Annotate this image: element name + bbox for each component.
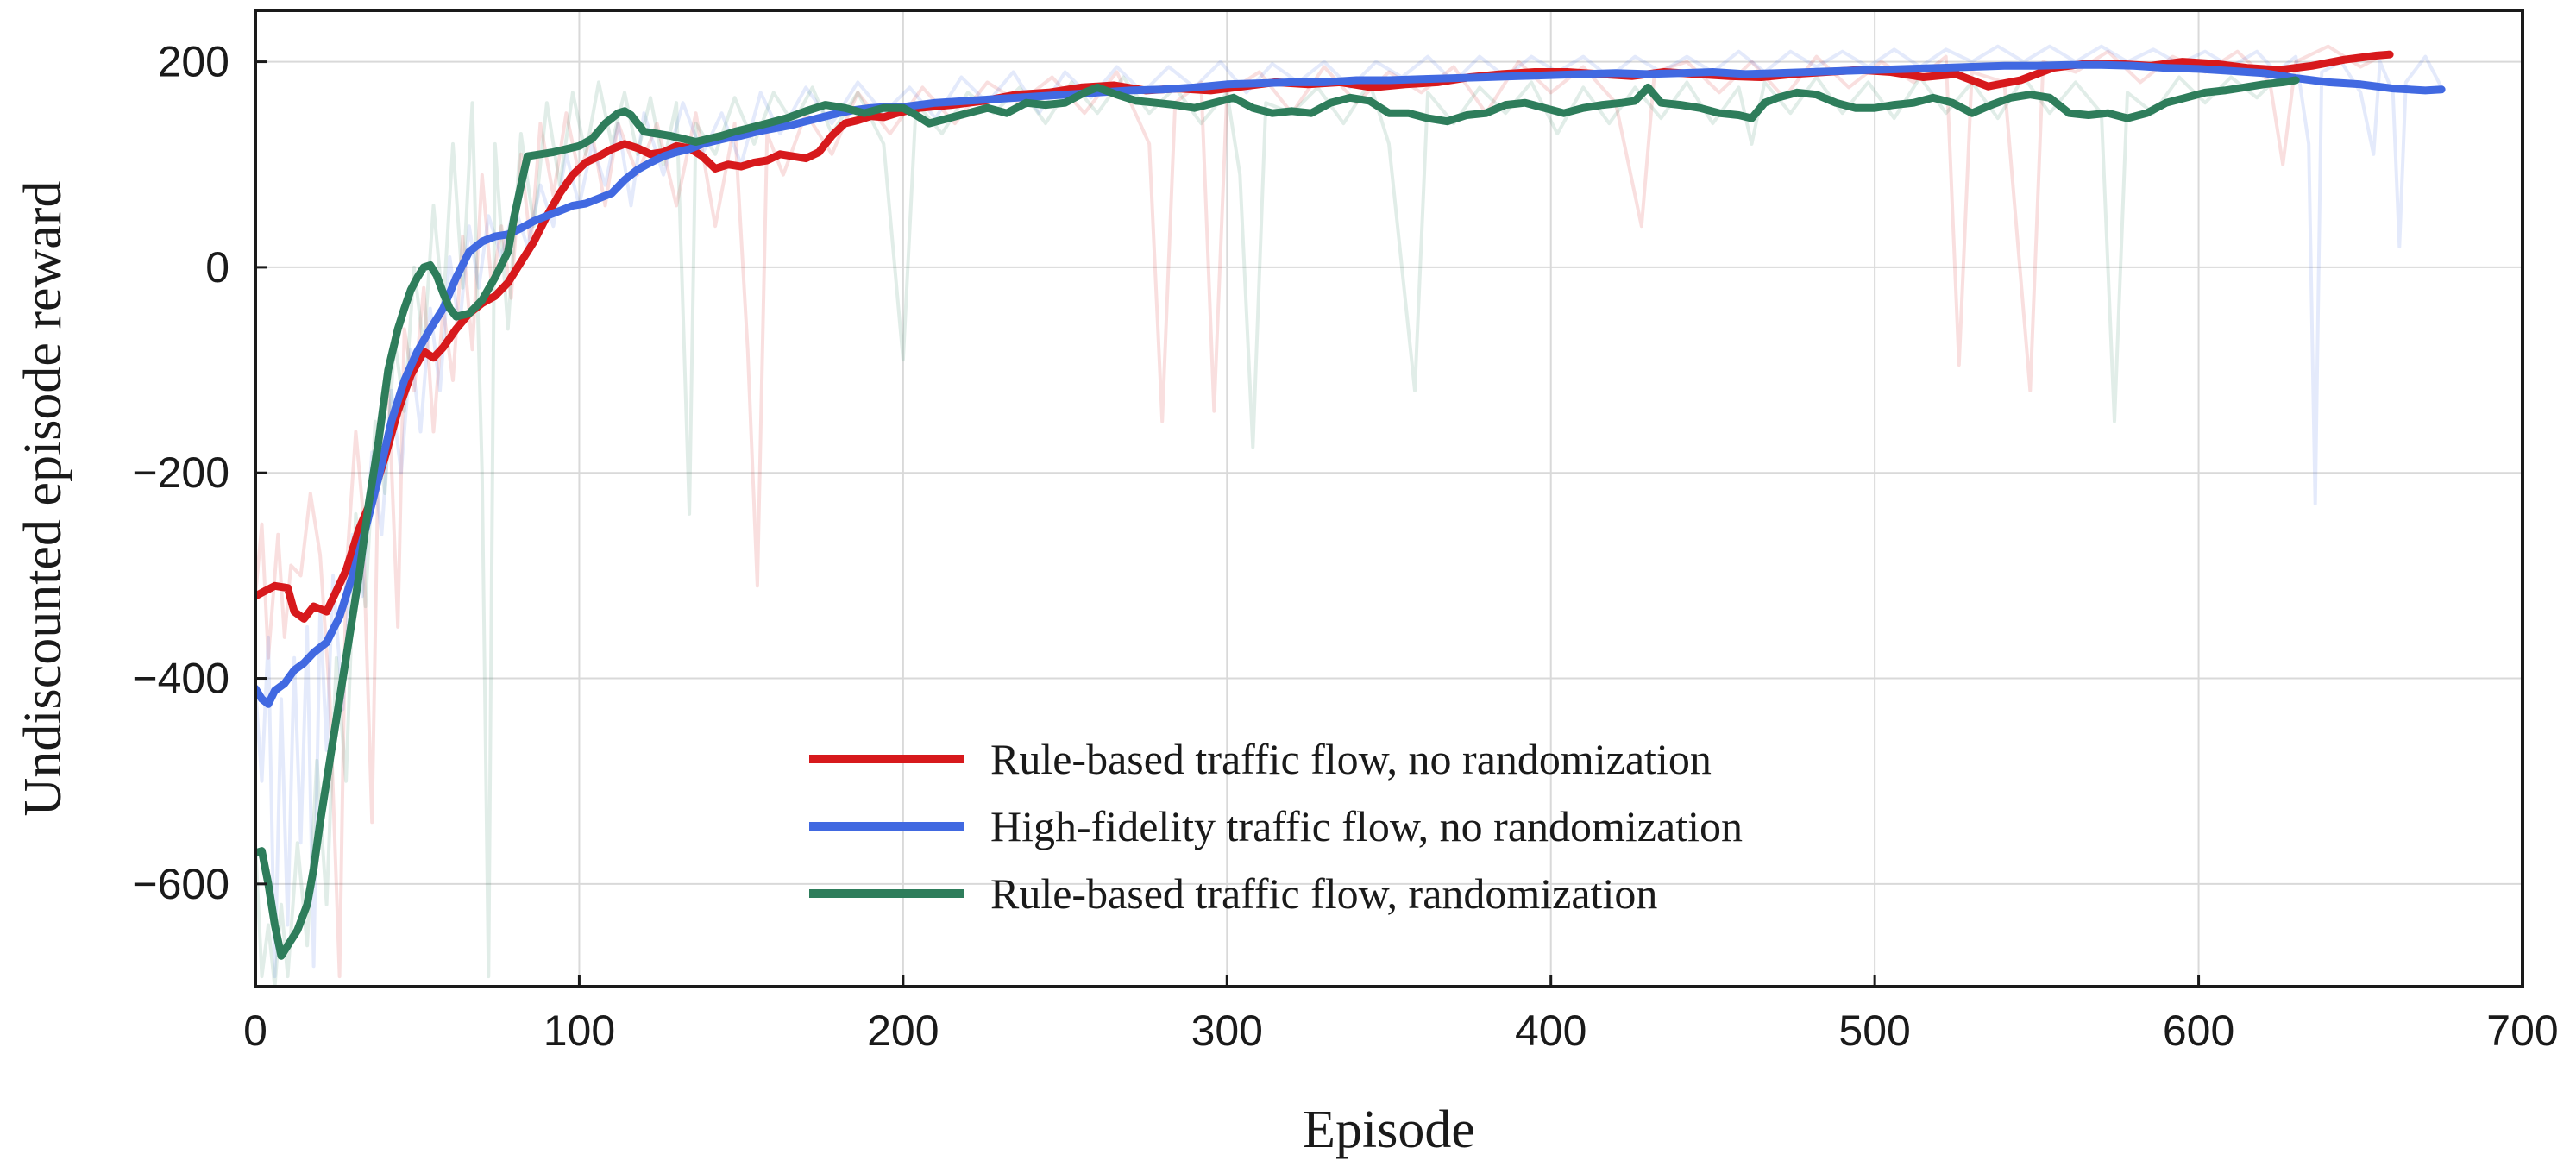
x-tick-label: 600 [2163,1007,2234,1055]
smoothed-line-rule-based-traffic-flow-randomization [255,76,2300,960]
y-axis-title: Undiscounted episode reward [14,181,72,817]
grid-lines [255,10,2523,987]
legend-label-rule-based-no-randomization: Rule-based traffic flow, no randomizatio… [990,735,1712,783]
legend-label-high-fidelity-no-randomization: High-fidelity traffic flow, no randomiza… [990,802,1743,850]
x-tick-label: 400 [1515,1007,1586,1055]
y-tick-label: 200 [158,38,229,86]
x-tick-label: 300 [1191,1007,1263,1055]
x-tick-label: 200 [867,1007,939,1055]
y-tick-label: 0 [205,243,229,292]
legend-label-rule-based-randomization: Rule-based traffic flow, randomization [990,869,1657,918]
y-tick-label: −400 [132,655,229,703]
y-tick-label: −600 [132,860,229,908]
y-tick-labels: −600 −400 −200 0 200 [132,38,229,908]
x-tick-label: 700 [2486,1007,2558,1055]
axis-ticks [254,60,2524,987]
x-tick-label: 500 [1838,1007,1910,1055]
x-tick-labels: 0 100 200 300 400 500 600 700 [243,1007,2559,1055]
legend: Rule-based traffic flow, no randomizatio… [809,735,1743,918]
x-tick-label: 0 [243,1007,267,1055]
x-tick-label: 100 [543,1007,615,1055]
y-tick-label: −200 [132,448,229,497]
plot-frame [254,9,2524,988]
smoothed-series-lines [255,50,2446,960]
x-axis-title: Episode [1303,1101,1475,1159]
